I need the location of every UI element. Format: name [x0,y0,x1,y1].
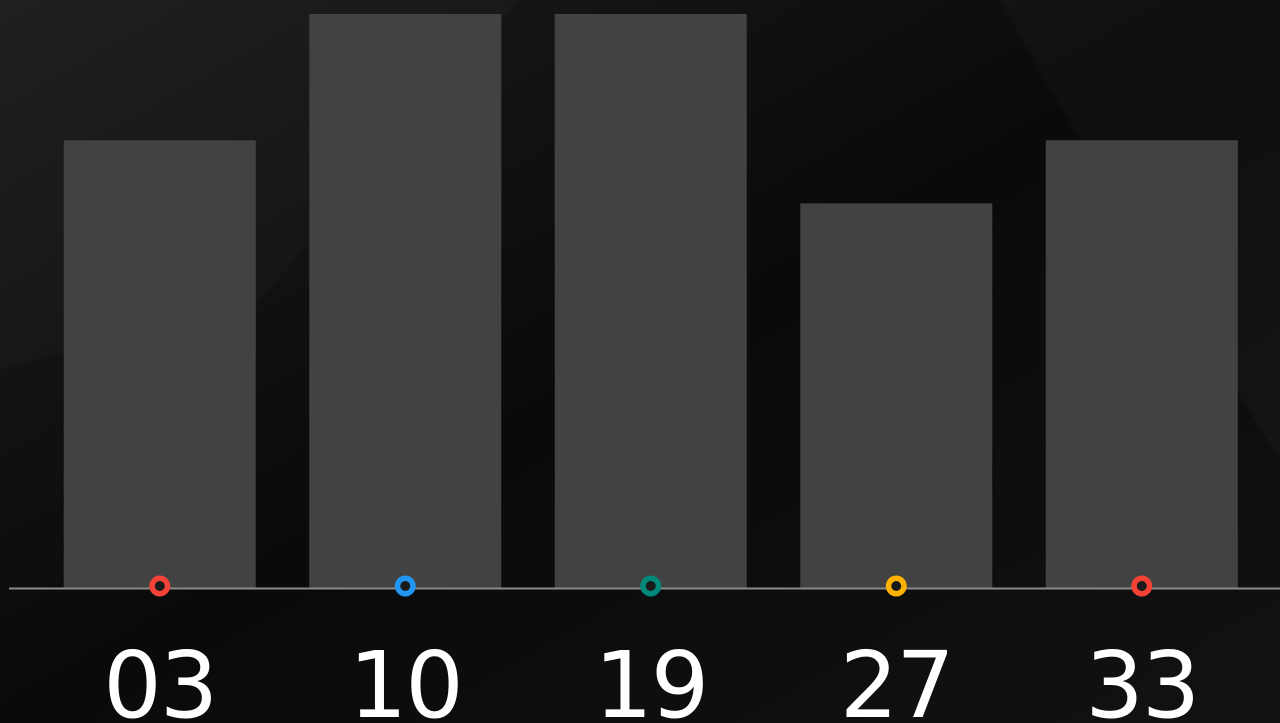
category-dot-center [400,581,411,591]
category-dot-center [1136,581,1147,591]
bar [800,203,993,589]
foreground: 03 10 19 27 33 [103,575,1200,723]
category-dot-center [891,581,902,591]
bars [63,14,1238,589]
x-tick-label: 10 [349,632,462,723]
x-tick-label: 03 [103,632,216,723]
bar [309,14,502,588]
category-dot-center [645,581,656,591]
x-tick-label: 19 [594,632,707,723]
bar [63,140,256,588]
bar [554,14,747,588]
bar [1045,140,1238,588]
x-tick-label: 33 [1085,632,1198,723]
category-dot-center [154,581,165,591]
x-tick-label: 27 [840,632,953,723]
